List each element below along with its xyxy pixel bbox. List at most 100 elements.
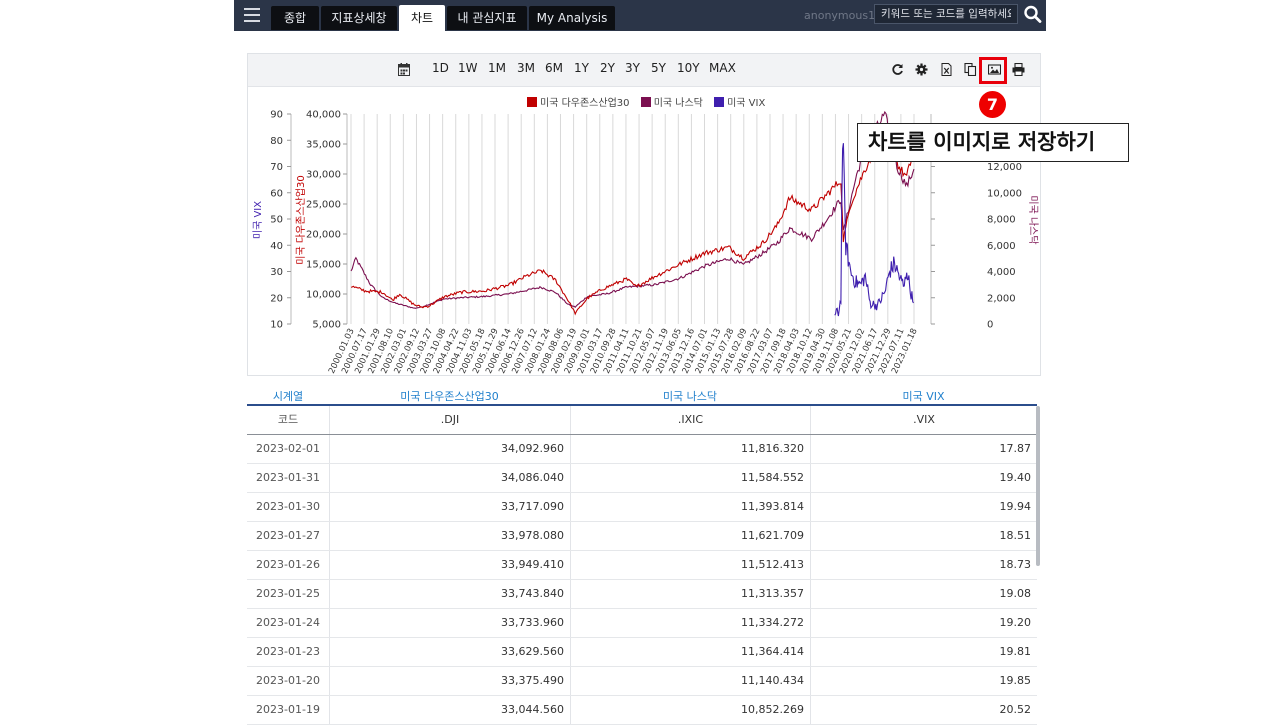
dji-tick-label: 20,000: [306, 230, 341, 241]
search-box: [874, 4, 1044, 26]
dji-axis-title: 미국 다우존스산업30: [294, 175, 307, 265]
period-3y-button[interactable]: 3Y: [625, 61, 640, 75]
x-tick-label: 2018.10.12: [785, 327, 815, 375]
period-1d-button[interactable]: 1D: [432, 61, 449, 75]
chart-panel: 1D 1W 1M 3M 6M 1Y 2Y 3Y 5Y 10Y MAX: [247, 53, 1041, 376]
tab-my-watchlist[interactable]: 내 관심지표: [447, 6, 527, 30]
ixic-cell: 11,313.357: [570, 580, 810, 608]
code-ixic: .IXIC: [570, 406, 810, 434]
vix-tick-label: 60: [270, 188, 283, 199]
x-tick-label: 2004.11.03: [445, 327, 475, 375]
x-tick-label: 2021.12.29: [864, 327, 894, 375]
dji-tick-label: 30,000: [306, 170, 341, 181]
vix-tick-label: 80: [270, 136, 283, 147]
date-cell: 2023-01-31: [256, 471, 320, 484]
vix-tick-label: 50: [270, 215, 283, 226]
hamburger-menu-icon[interactable]: [244, 8, 260, 22]
x-tick-label: 2004.04.22: [432, 327, 462, 375]
series-header-dji[interactable]: 미국 다우존스산업30: [400, 390, 499, 403]
settings-icon[interactable]: [915, 63, 928, 76]
image-save-icon[interactable]: [988, 63, 1001, 76]
date-cell: 2023-01-30: [256, 500, 320, 513]
ixic-cell: 11,140.434: [570, 667, 810, 695]
code-label: 코드: [277, 413, 299, 426]
ixic-tick-label: 2,000: [987, 293, 1016, 304]
vix-cell: 19.40: [810, 464, 1037, 492]
period-3m-button[interactable]: 3M: [517, 61, 535, 75]
x-tick-label: 2011.10.21: [615, 327, 645, 375]
dji-cell: 33,629.560: [329, 638, 570, 666]
x-tick-label: 2002.09.12: [393, 327, 423, 375]
dji-tick-label: 35,000: [306, 140, 341, 151]
legend-item-vix[interactable]: 미국 VIX: [714, 97, 765, 109]
vix-tick-label: 40: [270, 241, 283, 252]
date-cell: 2023-01-19: [256, 703, 320, 716]
copy-icon[interactable]: [964, 63, 977, 76]
table-scrollbar[interactable]: [1036, 406, 1040, 566]
period-1y-button[interactable]: 1Y: [574, 61, 589, 75]
tab-my-analysis[interactable]: My Analysis: [529, 6, 615, 30]
dji-series-line: [350, 130, 915, 316]
ixic-tick-label: 6,000: [987, 241, 1016, 252]
x-tick-label: 2000.07.17: [340, 327, 370, 375]
vix-cell: 17.87: [810, 435, 1037, 463]
series-header-row: 시계열 미국 다우존스산업30 미국 나스닥 미국 VIX: [247, 384, 1039, 404]
ixic-cell: 11,334.272: [570, 609, 810, 637]
vix-cell: 19.81: [810, 638, 1037, 666]
x-tick-label: 2014.07.01: [681, 327, 711, 375]
x-tick-label: 2021.06.17: [851, 327, 881, 375]
period-5y-button[interactable]: 5Y: [651, 61, 666, 75]
x-tick-label: 2017.03.07: [746, 327, 776, 375]
chart-toolbar: 1D 1W 1M 3M 6M 1Y 2Y 3Y 5Y 10Y MAX: [248, 54, 1040, 87]
x-tick-label: 2017.09.18: [759, 327, 789, 375]
table-row: 2023-02-01 34,092.960 11,816.320 17.87: [247, 435, 1037, 464]
tab-overview[interactable]: 종합: [271, 6, 319, 30]
vix-tick-label: 20: [270, 293, 283, 304]
series-header-ixic[interactable]: 미국 나스닥: [662, 390, 718, 403]
ixic-tick-label: 4,000: [987, 267, 1016, 278]
x-tick-label: 2016.02.09: [720, 327, 750, 375]
period-1w-button[interactable]: 1W: [458, 61, 478, 75]
ixic-cell: 11,584.552: [570, 464, 810, 492]
ixic-tick-label: 8,000: [987, 215, 1016, 226]
x-tick-label: 2022.07.11: [877, 327, 907, 375]
vix-cell: 20.52: [810, 696, 1037, 724]
period-2y-button[interactable]: 2Y: [600, 61, 615, 75]
series-header-vix[interactable]: 미국 VIX: [902, 390, 945, 403]
search-icon[interactable]: [1022, 4, 1044, 24]
x-tick-label: 2019.04.30: [798, 327, 828, 375]
table-row: 2023-01-27 33,978.080 11,621.709 18.51: [247, 522, 1037, 551]
code-row: 코드 .DJI .IXIC .VIX: [247, 406, 1037, 435]
period-max-button[interactable]: MAX: [709, 61, 736, 75]
x-tick-label: 2003.03.27: [406, 327, 436, 375]
x-tick-label: 2006.06.14: [484, 327, 514, 375]
search-input[interactable]: [874, 4, 1018, 24]
legend-item-ixic[interactable]: 미국 나스닥: [640, 97, 703, 109]
vix-cell: 18.73: [810, 551, 1037, 579]
data-table: 코드 .DJI .IXIC .VIX 2023-02-01 34,092.960 1…: [247, 404, 1037, 725]
ixic-cell: 11,364.414: [570, 638, 810, 666]
x-tick-label: 2009.09.01: [563, 327, 593, 375]
x-tick-label: 2013.06.05: [654, 327, 684, 375]
x-tick-label: 2020.12.02: [838, 327, 868, 375]
legend-item-dji[interactable]: 미국 다우존스산업30: [527, 97, 630, 109]
period-10y-button[interactable]: 10Y: [677, 61, 700, 75]
x-tick-label: 2001.01.29: [353, 327, 383, 375]
period-6m-button[interactable]: 6M: [545, 61, 563, 75]
dji-tick-label: 40,000: [306, 110, 341, 121]
tab-indicator-detail[interactable]: 지표상세창: [321, 6, 397, 30]
period-1m-button[interactable]: 1M: [488, 61, 506, 75]
dji-cell: 33,044.560: [329, 696, 570, 724]
x-tick-label: 2019.11.08: [812, 327, 842, 375]
print-icon[interactable]: [1012, 63, 1025, 76]
vix-series-line: [834, 143, 914, 317]
excel-icon[interactable]: [940, 63, 953, 76]
calendar-icon[interactable]: [398, 63, 410, 76]
ixic-cell: 11,512.413: [570, 551, 810, 579]
dji-tick-label: 15,000: [306, 260, 341, 271]
x-tick-label: 2005.11.29: [471, 327, 501, 375]
x-tick-label: 2009.02.19: [550, 327, 580, 375]
refresh-icon[interactable]: [891, 63, 904, 76]
table-row: 2023-01-30 33,717.090 11,393.814 19.94: [247, 493, 1037, 522]
tab-chart[interactable]: 차트: [399, 5, 445, 31]
